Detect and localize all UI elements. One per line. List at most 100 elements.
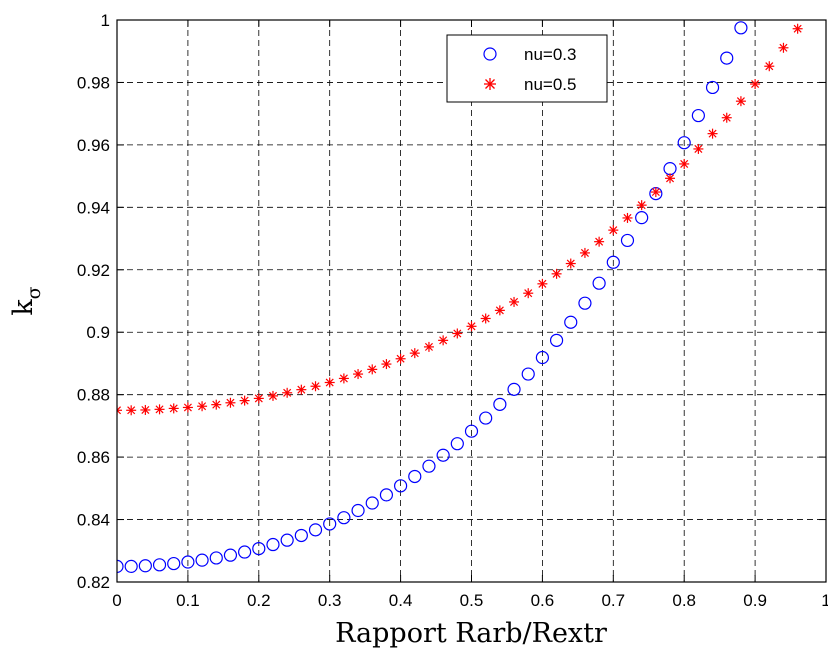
data-point-circle bbox=[422, 459, 436, 473]
data-point-asterisk bbox=[466, 321, 477, 332]
x-tick-label: 1 bbox=[821, 591, 828, 610]
data-point-circle bbox=[294, 528, 308, 543]
data-point-circle bbox=[323, 517, 337, 531]
y-tick-label: 0.92 bbox=[77, 261, 110, 280]
x-tick-label: 0.8 bbox=[672, 591, 696, 610]
x-axis-title: Rapport Rarb/Rextr bbox=[335, 618, 607, 649]
x-tick-label: 0.3 bbox=[318, 591, 342, 610]
data-point-circle bbox=[252, 541, 266, 556]
y-tick-label: 0.88 bbox=[77, 386, 110, 405]
x-tick-label: 0.4 bbox=[389, 591, 413, 610]
x-tick-label: 0 bbox=[112, 591, 121, 610]
x-tick-label: 0.5 bbox=[460, 591, 484, 610]
data-point-asterisk bbox=[197, 401, 208, 412]
data-point-asterisk bbox=[239, 395, 250, 406]
data-point-circle bbox=[450, 437, 464, 451]
data-point-circle bbox=[138, 559, 152, 573]
data-point-asterisk bbox=[211, 399, 222, 410]
data-point-circle bbox=[592, 276, 606, 290]
data-point-circle bbox=[167, 556, 181, 571]
data-point-asterisk bbox=[679, 158, 690, 169]
series-layer bbox=[117, 0, 817, 573]
data-point-asterisk bbox=[594, 236, 605, 247]
x-tick-label: 0.2 bbox=[247, 591, 271, 610]
y-tick-label: 0.82 bbox=[77, 573, 110, 592]
data-point-circle bbox=[620, 233, 635, 248]
data-point-asterisk bbox=[409, 348, 420, 359]
series-2 bbox=[117, 4, 817, 416]
data-point-circle bbox=[677, 136, 691, 150]
y-axis-title-subscript: σ bbox=[23, 286, 45, 299]
series-1 bbox=[117, 0, 761, 573]
data-point-circle bbox=[549, 333, 564, 347]
data-point-asterisk bbox=[735, 96, 746, 107]
data-point-circle bbox=[394, 479, 408, 493]
data-point-asterisk bbox=[296, 384, 307, 395]
legend-box bbox=[446, 34, 608, 103]
data-point-circle bbox=[436, 448, 450, 462]
data-point-circle bbox=[379, 488, 394, 502]
ticks: 0 0.1 0.2 0.3 0.4 0.5 0.6 0.7 0.8 0.9 1 0.82 0.84 0.8… bbox=[77, 11, 828, 610]
y-axis-title-main: k bbox=[8, 299, 39, 316]
data-point-asterisk bbox=[622, 212, 633, 223]
legend-label-nu-0-3: nu=0.3 bbox=[524, 45, 576, 64]
data-point-circle bbox=[535, 350, 550, 365]
data-point-asterisk bbox=[665, 173, 676, 184]
x-tick-label: 0.7 bbox=[601, 591, 625, 610]
data-point-circle bbox=[195, 553, 209, 567]
data-point-circle bbox=[493, 397, 507, 411]
data-point-asterisk bbox=[480, 313, 491, 324]
data-point-asterisk bbox=[353, 369, 364, 380]
data-point-asterisk bbox=[168, 403, 179, 414]
data-point-asterisk bbox=[807, 4, 817, 14]
data-point-asterisk bbox=[750, 79, 761, 90]
data-point-circle bbox=[734, 21, 748, 35]
data-point-asterisk bbox=[126, 405, 137, 416]
legend-label-nu-0-5: nu=0.5 bbox=[524, 75, 576, 94]
legend-marker-nu-0-5 bbox=[484, 78, 496, 90]
data-point-circle bbox=[749, 0, 761, 2]
data-point-circle bbox=[521, 367, 535, 381]
data-point-asterisk bbox=[117, 405, 122, 416]
x-tick-label: 0.6 bbox=[531, 591, 555, 610]
y-tick-label: 0.94 bbox=[77, 198, 110, 217]
y-tick-label: 0.96 bbox=[77, 136, 110, 155]
legend-marker-nu-0-3 bbox=[483, 47, 497, 61]
y-tick-label: 0.84 bbox=[77, 511, 110, 530]
data-point-asterisk bbox=[707, 128, 718, 139]
data-point-asterisk bbox=[537, 278, 548, 289]
data-point-circle bbox=[351, 503, 365, 518]
data-point-asterisk bbox=[721, 112, 732, 123]
data-point-circle bbox=[507, 382, 521, 396]
x-tick-label: 0.1 bbox=[176, 591, 200, 610]
data-point-asterisk bbox=[551, 268, 562, 279]
y-axis-title: kσ bbox=[8, 286, 45, 315]
data-point-circle bbox=[238, 545, 252, 559]
data-point-circle bbox=[691, 108, 705, 123]
data-point-asterisk bbox=[423, 341, 434, 352]
data-point-circle bbox=[337, 511, 351, 525]
data-point-asterisk bbox=[338, 373, 349, 384]
data-point-asterisk bbox=[509, 296, 520, 307]
data-point-asterisk bbox=[764, 61, 775, 72]
y-tick-label: 1 bbox=[101, 11, 110, 30]
data-point-asterisk bbox=[565, 258, 576, 269]
data-point-asterisk bbox=[523, 288, 534, 299]
data-point-asterisk bbox=[154, 404, 165, 415]
data-point-circle bbox=[479, 411, 493, 425]
y-tick-label: 0.86 bbox=[77, 448, 110, 467]
data-point-asterisk bbox=[267, 390, 278, 401]
data-point-circle bbox=[578, 296, 592, 310]
y-tick-label: 0.98 bbox=[77, 73, 110, 92]
data-point-asterisk bbox=[310, 381, 321, 392]
data-point-circle bbox=[209, 551, 223, 565]
data-point-circle bbox=[564, 315, 578, 329]
data-point-circle bbox=[117, 559, 124, 573]
data-point-asterisk bbox=[140, 404, 151, 415]
data-point-asterisk bbox=[636, 200, 647, 211]
data-point-circle bbox=[365, 496, 379, 510]
data-point-asterisk bbox=[438, 335, 449, 346]
data-point-asterisk bbox=[792, 23, 803, 34]
data-point-circle bbox=[152, 558, 167, 572]
